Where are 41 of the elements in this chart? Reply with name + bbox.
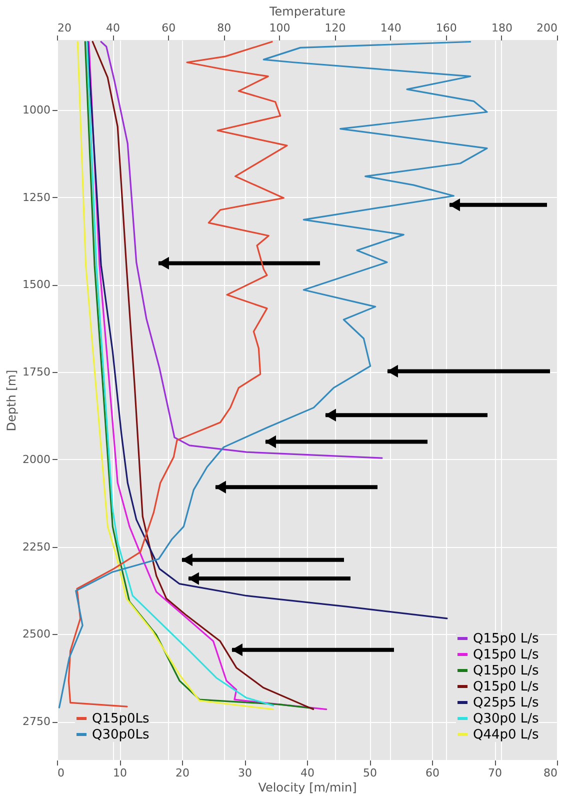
y-tick-label: 2750 (22, 715, 50, 728)
legend-label: Q15p0Ls (92, 712, 150, 726)
legend-label: Q30p0 L/s (473, 712, 540, 726)
y-tick-label: 1750 (22, 366, 50, 379)
x2-tick-label: 180 (491, 22, 512, 34)
legend-label: Q44p0 L/s (473, 728, 540, 742)
y-tick-label: 2500 (22, 628, 50, 641)
y-tick-label: 1000 (22, 103, 50, 116)
legend-label: Q25p5 L/s (473, 696, 540, 710)
x-tick-label: 30 (238, 766, 252, 780)
x2-tick-label: 140 (380, 22, 402, 34)
legend-label: Q15p0 L/s (473, 648, 540, 662)
x2-tick-label: 60 (162, 22, 176, 34)
x2-tick-label: 160 (436, 22, 457, 34)
x2-axis-title: Temperature (268, 4, 346, 18)
x2-tick-label: 80 (217, 22, 232, 34)
x2-tick-label: 120 (324, 22, 346, 34)
x2-tick-label: 40 (106, 22, 120, 34)
x-tick-label: 0 (58, 766, 64, 780)
x-tick-label: 70 (488, 766, 502, 780)
line-series (100, 40, 383, 459)
legend-label: Q15p0 L/s (473, 632, 540, 646)
y-tick-label: 2000 (22, 452, 50, 466)
x-tick-label: 80 (544, 766, 558, 780)
x-tick-label: 60 (426, 766, 440, 780)
y-tick-label: 2250 (22, 540, 50, 554)
x2-tick-label: 200 (536, 22, 558, 34)
x-tick-label: 40 (300, 766, 314, 780)
x-tick-label: 20 (176, 766, 190, 780)
y-tick-label: 1500 (22, 278, 50, 292)
x2-tick-label: 20 (58, 22, 72, 34)
legend-label: Q30p0Ls (92, 728, 150, 742)
x-tick-label: 50 (363, 766, 377, 780)
line-series (86, 40, 448, 620)
x2-tick-label: 100 (269, 22, 290, 34)
y-axis-title: Depth [m] (4, 370, 19, 432)
x-tick-label: 10 (113, 766, 127, 780)
legend-label: Q15p0 L/s (473, 680, 540, 694)
legend-label: Q15p0 L/s (473, 664, 540, 678)
y-tick-label: 1250 (22, 190, 50, 204)
x-axis-title: Velocity [m/min] (258, 780, 357, 794)
